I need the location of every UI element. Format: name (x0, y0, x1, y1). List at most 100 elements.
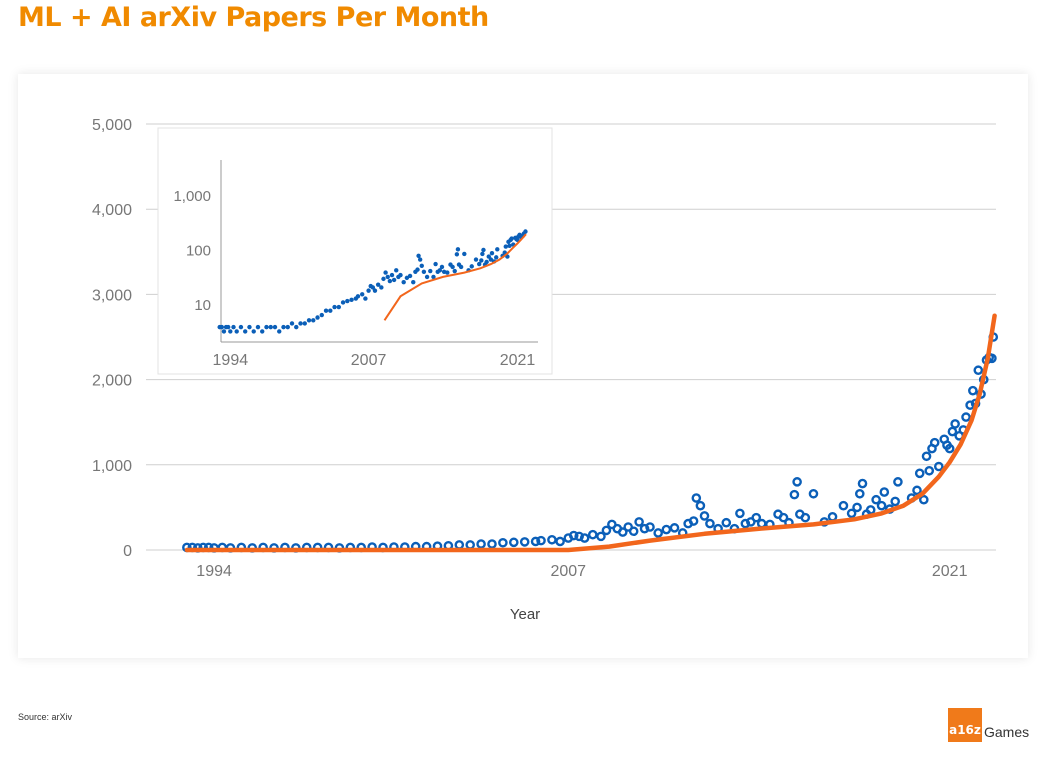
inset-data-point (349, 297, 354, 303)
inset-data-point (458, 264, 464, 270)
inset-data-point (407, 273, 413, 279)
inset-data-point (428, 268, 433, 274)
inset-data-point (332, 304, 337, 310)
y-tick-label: 3,000 (92, 287, 132, 304)
data-point (634, 517, 644, 527)
data-point (854, 488, 865, 499)
inset-data-point (372, 288, 378, 293)
inset-data-point (416, 253, 421, 258)
inset-y-tick-label: 100 (186, 242, 211, 259)
data-point (846, 508, 857, 519)
inset-data-point (421, 269, 427, 275)
inset-data-point (437, 268, 443, 273)
inset-data-point (479, 258, 484, 263)
inset-data-point (281, 324, 286, 330)
data-point (596, 531, 606, 542)
inset-data-point (473, 257, 479, 262)
data-point (800, 512, 811, 523)
inset-data-point (411, 279, 416, 285)
inset-data-point (221, 329, 227, 334)
y-tick-label: 0 (123, 543, 132, 560)
data-point (530, 536, 541, 547)
data-point (574, 531, 584, 542)
inset-data-point (488, 257, 494, 262)
inset-data-point (315, 315, 320, 320)
inset-data-point (503, 244, 508, 249)
inset-data-point (238, 324, 244, 330)
inset-data-point (389, 272, 395, 278)
data-point (929, 437, 940, 448)
inset-data-point (523, 229, 528, 234)
brand-mark: a16z (948, 708, 982, 742)
data-point (688, 516, 699, 526)
inset-data-point (289, 321, 295, 326)
data-point (653, 528, 663, 538)
data-point (852, 502, 862, 513)
y-tick-label: 5,000 (92, 117, 132, 134)
inset-data-point (481, 247, 486, 253)
data-point (827, 511, 838, 522)
data-point (601, 525, 612, 536)
inset-data-point (424, 274, 430, 280)
inset-data-point (387, 278, 393, 284)
inset-data-point (298, 321, 303, 326)
inset-data-point (507, 243, 512, 248)
x-axis-ticks: 1994 2007 2021 (196, 563, 967, 580)
data-point (487, 539, 497, 549)
data-point (547, 534, 557, 545)
data-point (695, 500, 706, 511)
inset-data-point (255, 324, 261, 330)
inset-data-point (247, 324, 252, 330)
inset-y-tick-label: 1,000 (173, 188, 211, 205)
data-point (508, 537, 519, 548)
data-point (568, 530, 579, 541)
inset-data-point (268, 324, 273, 330)
data-point (721, 517, 732, 528)
inset-data-point (375, 282, 381, 287)
brand-word: Games (984, 724, 1030, 740)
data-point (871, 494, 881, 505)
data-point (579, 533, 590, 543)
inset-data-point (415, 267, 420, 272)
inset-data-point (398, 272, 403, 278)
source-note: Source: arXiv (18, 712, 73, 722)
data-point (893, 477, 903, 487)
inset-data-point (484, 259, 489, 265)
inset-data-point (394, 268, 399, 273)
inset-data-point (454, 252, 460, 257)
inset-data-point (404, 275, 410, 281)
inset-data-point (417, 257, 423, 262)
data-point (865, 505, 876, 515)
data-point (973, 365, 984, 376)
inset-data-point (302, 321, 307, 326)
inset-trend-line (383, 233, 527, 321)
data-point (778, 512, 789, 523)
data-point (914, 468, 925, 479)
data-point (536, 535, 546, 546)
data-point (699, 511, 710, 521)
data-point (924, 465, 935, 476)
data-point (876, 500, 887, 511)
data-point (669, 523, 680, 533)
inset-data-point (311, 318, 316, 323)
inset-data-point (381, 276, 386, 282)
inset-data-point (477, 261, 482, 267)
inset-data-point (495, 247, 500, 252)
inset-data-point (340, 300, 346, 305)
inset-data-point (219, 324, 225, 330)
inset-x-tick-label: 1994 (213, 352, 249, 369)
data-point (933, 461, 944, 472)
inset-data-point (225, 324, 231, 330)
x-axis-label: Year (510, 606, 540, 623)
data-point (751, 512, 762, 523)
inset-data-point (379, 285, 384, 290)
inset-data-point (260, 329, 265, 334)
inset-data-point (251, 329, 256, 334)
data-point (789, 489, 800, 500)
data-point (947, 426, 958, 437)
inset-data-points (217, 229, 528, 334)
data-point (587, 529, 598, 540)
data-point (912, 485, 922, 496)
inset-data-point (383, 270, 388, 275)
data-point (879, 487, 890, 497)
